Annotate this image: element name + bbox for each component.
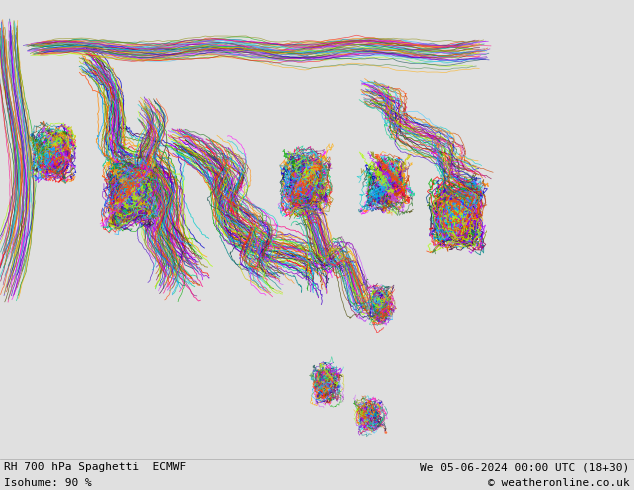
Text: Isohume: 90 %: Isohume: 90 % <box>4 478 92 488</box>
Text: © weatheronline.co.uk: © weatheronline.co.uk <box>488 478 630 488</box>
Text: RH 700 hPa Spaghetti  ECMWF: RH 700 hPa Spaghetti ECMWF <box>4 462 186 472</box>
Text: We 05-06-2024 00:00 UTC (18+30): We 05-06-2024 00:00 UTC (18+30) <box>420 462 630 472</box>
